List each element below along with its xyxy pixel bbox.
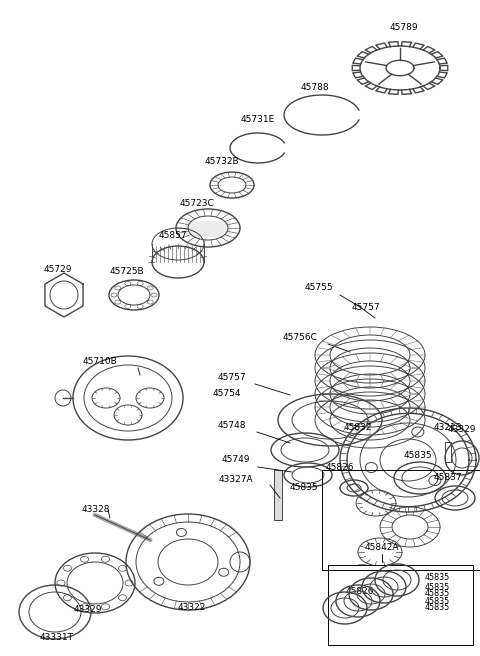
Text: 45835: 45835 xyxy=(425,573,450,583)
Text: 43213: 43213 xyxy=(434,424,462,432)
Text: 45755: 45755 xyxy=(305,283,334,293)
Text: 43331T: 43331T xyxy=(40,634,74,642)
Text: 45837: 45837 xyxy=(434,474,462,483)
Text: 45835: 45835 xyxy=(289,483,318,493)
Text: 45748: 45748 xyxy=(218,420,247,430)
Text: 45749: 45749 xyxy=(222,455,251,464)
Text: 45725B: 45725B xyxy=(110,268,144,276)
Text: 45756C: 45756C xyxy=(283,333,318,342)
Text: 45826: 45826 xyxy=(326,464,354,472)
Text: 43329: 43329 xyxy=(448,426,476,434)
Text: 45789: 45789 xyxy=(390,24,419,33)
Text: 45757: 45757 xyxy=(352,302,381,312)
Text: 45835: 45835 xyxy=(425,590,450,598)
Text: 43329: 43329 xyxy=(74,605,102,615)
Text: 45832: 45832 xyxy=(344,424,372,432)
Bar xyxy=(322,470,480,570)
Text: 45826: 45826 xyxy=(346,588,374,596)
Text: 43328: 43328 xyxy=(82,506,110,514)
Bar xyxy=(328,565,473,645)
Text: 45835: 45835 xyxy=(404,451,432,459)
Text: 45842A: 45842A xyxy=(365,544,399,552)
Text: 45710B: 45710B xyxy=(83,358,118,367)
Text: 43322: 43322 xyxy=(178,604,206,613)
Text: 45757: 45757 xyxy=(218,373,247,382)
Text: 43327A: 43327A xyxy=(218,476,253,485)
Text: 45788: 45788 xyxy=(300,83,329,92)
Text: 45835: 45835 xyxy=(425,596,450,605)
Text: 45729: 45729 xyxy=(44,266,72,274)
Text: 45857: 45857 xyxy=(159,230,187,239)
Text: 45723C: 45723C xyxy=(180,199,215,209)
Text: 45732B: 45732B xyxy=(204,157,240,167)
Text: 45835: 45835 xyxy=(425,604,450,613)
Text: 45754: 45754 xyxy=(213,388,241,398)
Bar xyxy=(274,470,282,520)
Text: 45835: 45835 xyxy=(425,583,450,592)
Text: 45731E: 45731E xyxy=(241,115,275,125)
